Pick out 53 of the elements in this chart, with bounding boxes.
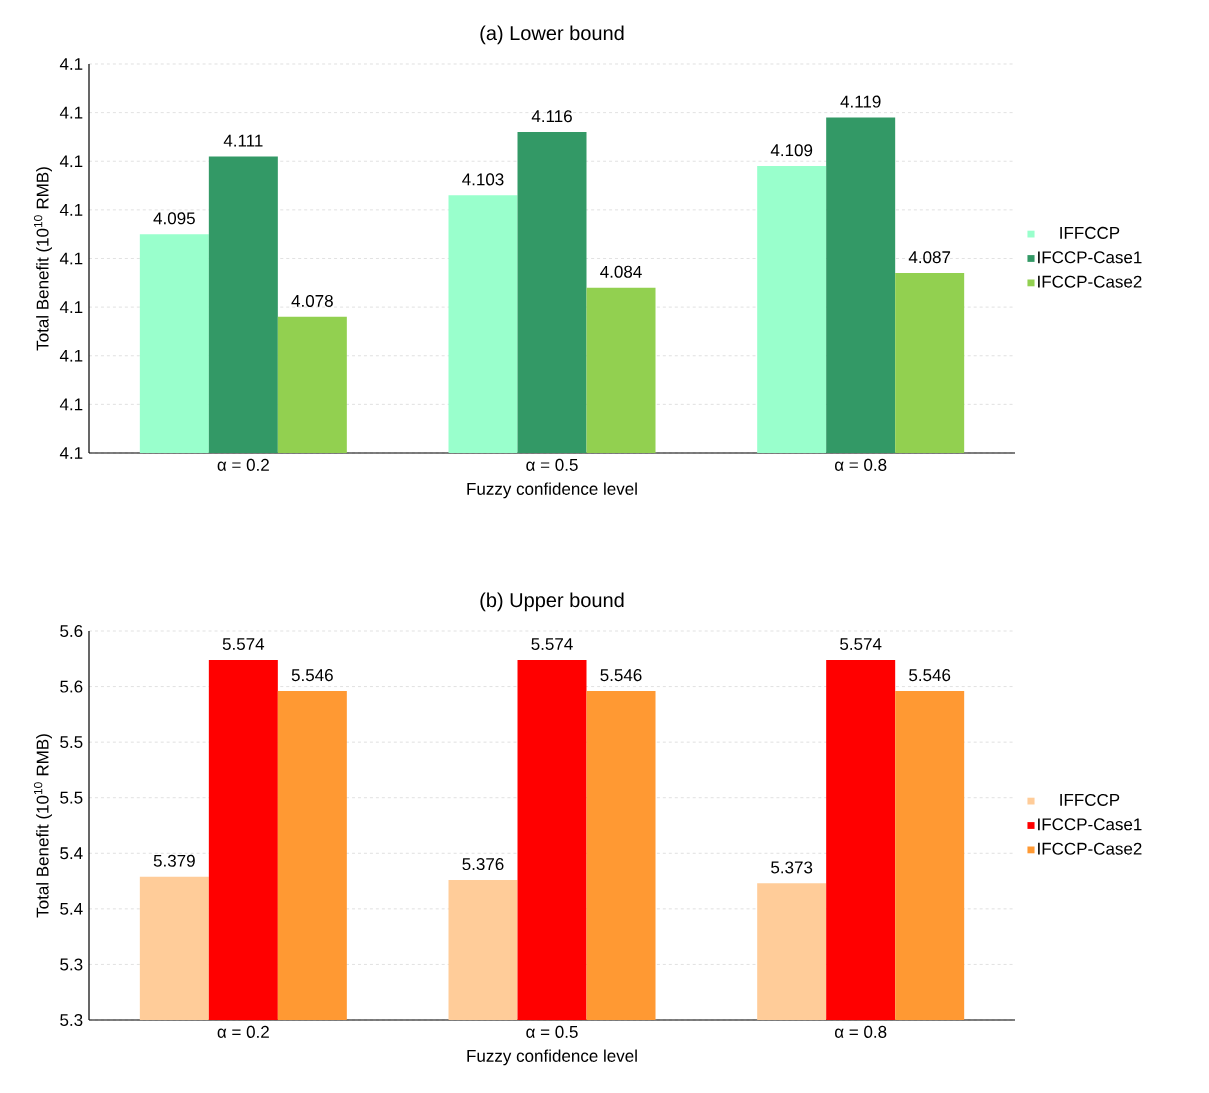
x-tick-label: α = 0.5: [526, 458, 578, 471]
x-axis-title: Fuzzy confidence level: [467, 1049, 637, 1066]
y-tick-label: 5.6: [60, 680, 83, 693]
legend-label: IFCCP-Case1: [1038, 818, 1142, 831]
x-tick-label: α = 0.2: [217, 1025, 269, 1038]
data-label: 4.078: [291, 294, 333, 307]
legend-label: IFFCCP: [1060, 226, 1120, 239]
data-label: 4.103: [462, 173, 504, 186]
y-tick-label: 5.5: [60, 736, 83, 749]
data-label: 5.574: [531, 638, 573, 651]
x-axis-title: Fuzzy confidence level: [467, 482, 637, 499]
y-axis-title: Total Benefit (10$^{10}$ RMB): [33, 167, 52, 351]
legend-label: IFFCCP: [1060, 793, 1120, 806]
y-tick-label: 4.1: [59, 252, 83, 265]
x-tick-label: α = 0.8: [834, 1025, 887, 1038]
y-tick-label: 4.1: [59, 349, 83, 362]
data-label: 5.373: [771, 861, 813, 874]
y-tick-label: 5.4: [60, 902, 83, 915]
y-tick-label: 4.1: [59, 398, 83, 411]
y-tick-label: 5.4: [60, 847, 83, 860]
data-label: 5.546: [600, 669, 642, 682]
y-tick-label: 4.1: [59, 301, 83, 313]
data-label: 4.095: [153, 212, 195, 225]
legend-label: IFCCP-Case1: [1038, 251, 1142, 264]
legend-label: IFCCP-Case2: [1038, 275, 1142, 288]
data-label: 4.111: [223, 134, 263, 147]
data-label: 4.116: [531, 110, 572, 123]
y-tick-label: 4.1: [59, 204, 83, 216]
y-axis-title: Total Benefit (10$^{10}$ RMB): [33, 734, 52, 918]
data-label: 4.087: [908, 251, 951, 264]
y-tick-label: 5.3: [60, 958, 83, 971]
legend-label: IFCCP-Case2: [1038, 842, 1142, 855]
x-tick-label: α = 0.8: [834, 458, 887, 471]
y-tick-label: 5.6: [60, 624, 83, 638]
data-label: 5.546: [909, 669, 951, 682]
data-label: 5.574: [222, 638, 265, 651]
data-label: 5.546: [291, 669, 333, 682]
data-label: 4.109: [770, 144, 813, 157]
chart-title: (a) Lower bound: [480, 25, 624, 45]
x-tick-label: α = 0.5: [526, 1025, 578, 1038]
data-label: 4.084: [600, 265, 642, 278]
data-label: 4.119: [840, 95, 881, 108]
data-label: 5.376: [462, 858, 504, 871]
y-tick-label: 4.1: [59, 447, 83, 459]
y-tick-label: 5.5: [60, 791, 83, 804]
data-label: 5.379: [153, 854, 195, 867]
x-tick-label: α = 0.2: [217, 458, 269, 471]
chart-title: (b) Upper bound: [480, 592, 624, 612]
y-tick-label: 4.1: [59, 106, 83, 119]
data-label: 5.574: [840, 638, 882, 651]
y-tick-label: 4.1: [59, 155, 83, 168]
y-tick-label: 4.1: [59, 58, 83, 70]
y-tick-label: 5.3: [60, 1013, 83, 1027]
